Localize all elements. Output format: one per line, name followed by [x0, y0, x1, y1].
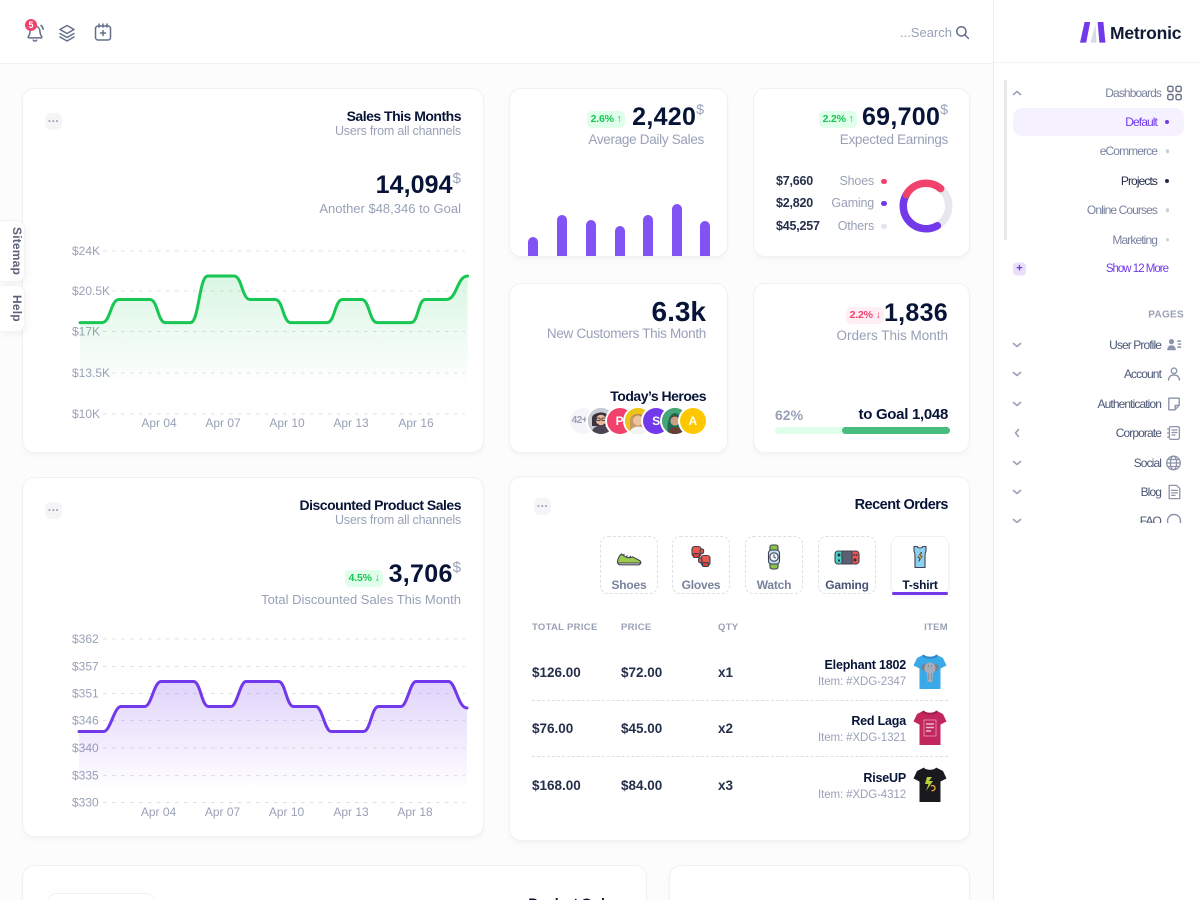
svg-text:Apr 04: Apr 04 — [141, 805, 177, 819]
svg-text:$357: $357 — [72, 660, 99, 674]
svg-text:Apr 10: Apr 10 — [269, 416, 305, 430]
svg-text:Apr 18: Apr 18 — [397, 805, 433, 819]
svg-text:$351: $351 — [72, 687, 99, 701]
svg-text:Apr 16: Apr 16 — [398, 416, 434, 430]
svg-text:Apr 07: Apr 07 — [205, 416, 241, 430]
svg-text:Apr 13: Apr 13 — [333, 805, 369, 819]
svg-text:$20.5K: $20.5K — [72, 284, 110, 298]
svg-text:$362: $362 — [72, 632, 99, 646]
svg-text:Apr 10: Apr 10 — [269, 805, 305, 819]
svg-text:Apr 04: Apr 04 — [141, 416, 177, 430]
svg-text:Apr 07: Apr 07 — [205, 805, 241, 819]
svg-text:$346: $346 — [72, 714, 99, 728]
svg-text:Apr 13: Apr 13 — [333, 416, 369, 430]
svg-text:$24K: $24K — [72, 244, 100, 258]
